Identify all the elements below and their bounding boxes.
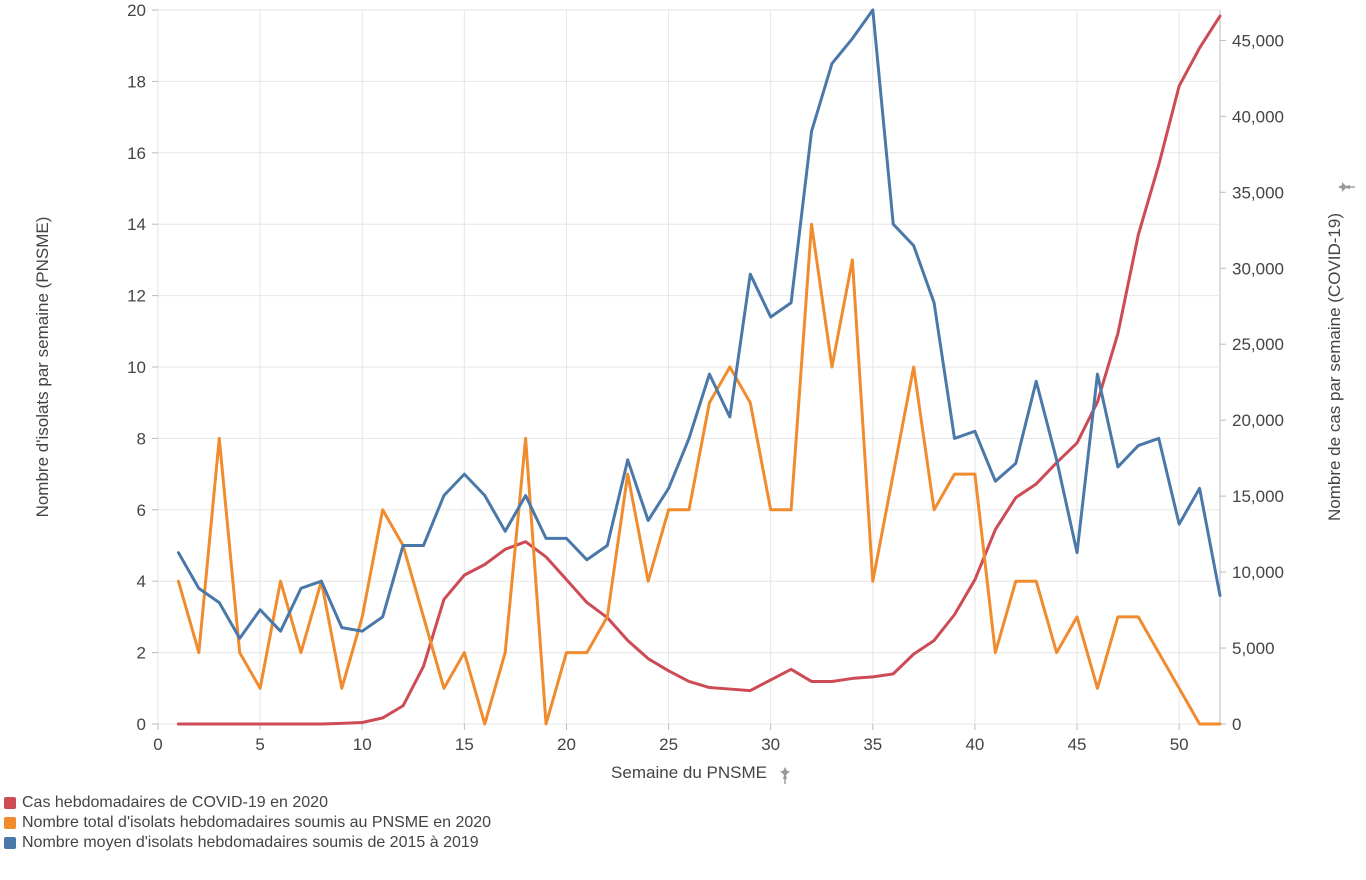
x-tick-label: 10 xyxy=(353,735,372,754)
y-left-axis-label: Nombre d'isolats par semaine (PNSME) xyxy=(33,217,52,518)
pin-icon xyxy=(1338,182,1355,192)
x-tick-label: 35 xyxy=(863,735,882,754)
x-tick-label: 45 xyxy=(1068,735,1087,754)
y-right-tick-label: 5,000 xyxy=(1232,639,1275,658)
y-right-tick-label: 15,000 xyxy=(1232,487,1284,506)
y-left-tick-label: 8 xyxy=(137,429,146,448)
x-tick-label: 50 xyxy=(1170,735,1189,754)
chart-container: 0 5 10 15 20 25 30 35 40 45 50 Semaine du PNSME 0 2 4 6… xyxy=(0,0,1366,880)
legend-item[interactable]: Nombre total d'isolats hebdomadaires sou… xyxy=(4,814,491,832)
x-tick-label: 25 xyxy=(659,735,678,754)
y-left-tick-label: 10 xyxy=(127,358,146,377)
pin-icon xyxy=(780,767,790,784)
x-tick-label: 30 xyxy=(761,735,780,754)
y-right-tick-label: 35,000 xyxy=(1232,183,1284,202)
y-left-tick-label: 16 xyxy=(127,144,146,163)
legend-item[interactable]: Nombre moyen d'isolats hebdomadaires sou… xyxy=(4,834,491,852)
legend-item[interactable]: Cas hebdomadaires de COVID-19 en 2020 xyxy=(4,794,491,812)
y-right-tick-label: 30,000 xyxy=(1232,259,1284,278)
y-left-tick-label: 20 xyxy=(127,1,146,20)
x-tick-label: 5 xyxy=(255,735,264,754)
y-right-tick-label: 45,000 xyxy=(1232,31,1284,50)
y-right-tick-label: 40,000 xyxy=(1232,107,1284,126)
y-right-tick-label: 0 xyxy=(1232,715,1241,734)
legend-swatch xyxy=(4,837,16,849)
x-axis-label: Semaine du PNSME xyxy=(611,763,767,782)
legend-label: Cas hebdomadaires de COVID-19 en 2020 xyxy=(22,794,328,812)
legend-label: Nombre total d'isolats hebdomadaires sou… xyxy=(22,814,491,832)
y-left-tick-label: 6 xyxy=(137,501,146,520)
x-tick-label: 0 xyxy=(153,735,162,754)
x-tick-label: 40 xyxy=(965,735,984,754)
legend-swatch xyxy=(4,797,16,809)
y-left-tick-label: 14 xyxy=(127,215,146,234)
y-left-tick-label: 0 xyxy=(137,715,146,734)
x-tick-label: 20 xyxy=(557,735,576,754)
y-right-tick-label: 10,000 xyxy=(1232,563,1284,582)
y-left-tick-label: 4 xyxy=(137,572,146,591)
y-right-tick-label: 25,000 xyxy=(1232,335,1284,354)
y-left-tick-label: 18 xyxy=(127,72,146,91)
y-left-tick-label: 2 xyxy=(137,644,146,663)
y-left-tick-label: 12 xyxy=(127,287,146,306)
legend-swatch xyxy=(4,817,16,829)
legend: Cas hebdomadaires de COVID-19 en 2020 Nom… xyxy=(4,792,491,854)
chart-svg: 0 5 10 15 20 25 30 35 40 45 50 Semaine du PNSME 0 2 4 6… xyxy=(0,0,1366,880)
y-right-tick-label: 20,000 xyxy=(1232,411,1284,430)
y-right-axis-label: Nombre de cas par semaine (COVID-19) xyxy=(1325,213,1344,521)
legend-label: Nombre moyen d'isolats hebdomadaires sou… xyxy=(22,834,479,852)
x-tick-label: 15 xyxy=(455,735,474,754)
